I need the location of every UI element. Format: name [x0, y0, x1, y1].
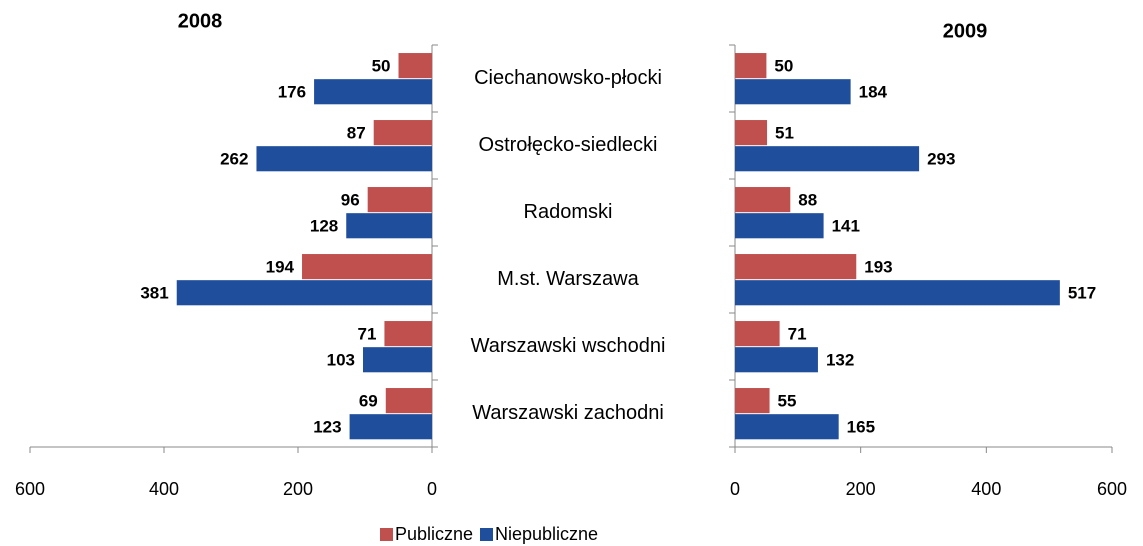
- data-label: 87: [347, 124, 366, 143]
- bar: [362, 347, 432, 373]
- category-label: Radomski: [524, 201, 613, 223]
- legend-swatch: [480, 528, 493, 541]
- category-label: Ostrołęcko-siedlecki: [479, 134, 658, 156]
- bar: [735, 120, 768, 146]
- bar: [735, 321, 780, 347]
- bar: [735, 280, 1060, 306]
- legend-swatch: [380, 528, 393, 541]
- bar: [735, 254, 857, 280]
- data-label: 141: [832, 217, 860, 236]
- data-label: 71: [358, 325, 377, 344]
- x-tick-label: 0: [427, 479, 437, 499]
- bar: [735, 388, 770, 414]
- bar: [735, 187, 791, 213]
- bar: [256, 146, 432, 172]
- bar: [735, 146, 920, 172]
- category-label: Warszawski wschodni: [471, 335, 666, 357]
- bar: [176, 280, 432, 306]
- bar: [384, 321, 432, 347]
- data-label: 50: [774, 57, 793, 76]
- chart-title: 2009: [943, 20, 988, 42]
- x-tick-label: 0: [730, 479, 740, 499]
- data-label: 55: [778, 392, 797, 411]
- bar: [349, 414, 432, 440]
- data-label: 96: [341, 191, 360, 210]
- category-label: Ciechanowsko-płocki: [474, 67, 662, 89]
- legend-label: Niepubliczne: [495, 524, 598, 544]
- bar: [398, 53, 432, 79]
- bar: [367, 187, 432, 213]
- legend-label: Publiczne: [395, 524, 473, 544]
- bar: [302, 254, 432, 280]
- data-label: 176: [278, 83, 306, 102]
- bar: [735, 213, 824, 239]
- bar: [735, 414, 839, 440]
- x-tick-label: 600: [1097, 479, 1127, 499]
- category-label: Warszawski zachodni: [472, 402, 664, 424]
- data-label: 517: [1068, 284, 1096, 303]
- chart-title: 2008: [178, 10, 223, 32]
- bar: [346, 213, 432, 239]
- data-label: 132: [826, 351, 854, 370]
- data-label: 71: [788, 325, 807, 344]
- data-label: 165: [847, 418, 875, 437]
- bar: [314, 79, 432, 105]
- data-label: 88: [798, 191, 817, 210]
- data-label: 193: [864, 258, 892, 277]
- x-tick-label: 400: [971, 479, 1001, 499]
- data-label: 381: [140, 284, 168, 303]
- data-label: 194: [266, 258, 295, 277]
- data-label: 262: [220, 150, 248, 169]
- data-label: 69: [359, 392, 378, 411]
- data-label: 103: [327, 351, 355, 370]
- bar: [735, 347, 818, 373]
- data-label: 293: [927, 150, 955, 169]
- data-label: 50: [372, 57, 391, 76]
- data-label: 123: [313, 418, 341, 437]
- x-tick-label: 200: [283, 479, 313, 499]
- x-tick-label: 400: [149, 479, 179, 499]
- bar: [373, 120, 432, 146]
- category-label: M.st. Warszawa: [497, 268, 639, 290]
- data-label: 184: [859, 83, 888, 102]
- data-label: 51: [775, 124, 794, 143]
- x-tick-label: 600: [15, 479, 45, 499]
- bar: [735, 53, 767, 79]
- x-tick-label: 200: [846, 479, 876, 499]
- bar: [735, 79, 851, 105]
- data-label: 128: [310, 217, 338, 236]
- bar: [385, 388, 432, 414]
